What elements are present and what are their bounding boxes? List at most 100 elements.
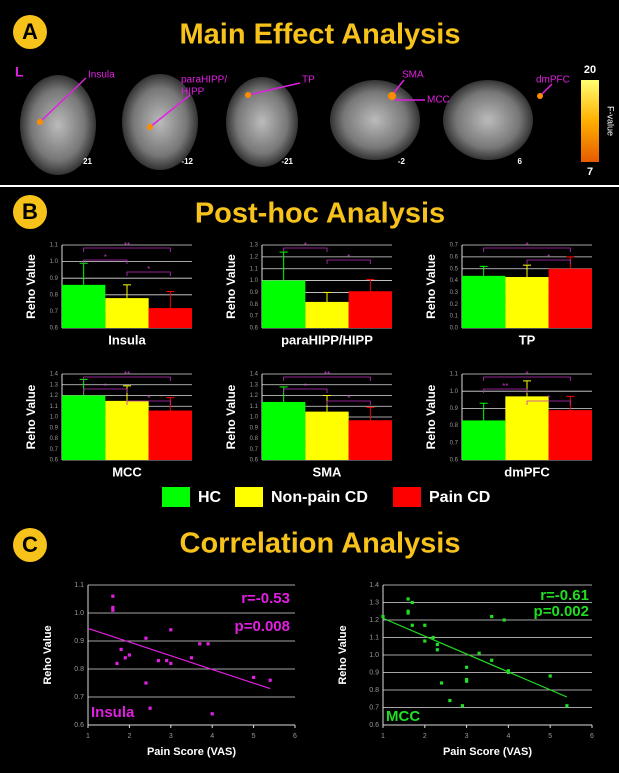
point (144, 681, 147, 684)
colorbar (581, 80, 599, 162)
x-tick-label: 5 (548, 733, 552, 740)
point (206, 642, 209, 645)
y-tick-label: 1.4 (369, 582, 379, 589)
y-tick-label: 0.8 (450, 423, 459, 429)
y-tick-label: 0.6 (50, 458, 59, 464)
y-tick-label: 0.6 (250, 458, 259, 464)
colorbar-min: 7 (587, 166, 593, 178)
y-tick-label: 0.4 (450, 278, 459, 284)
y-tick-label: 1.1 (450, 372, 459, 378)
bar (505, 396, 548, 460)
point (111, 606, 114, 609)
bar (149, 411, 192, 460)
point (157, 659, 160, 662)
annotation: MCC (386, 708, 420, 725)
annotation: p=0.008 (235, 618, 290, 635)
point (406, 597, 409, 600)
annotation: r=-0.53 (241, 590, 290, 607)
legend-swatch (235, 487, 263, 507)
fit-line (88, 628, 270, 688)
significance-label: * (147, 394, 150, 403)
y-tick-label: 0.9 (50, 276, 59, 282)
legend-label: HC (198, 489, 222, 506)
y-axis-label: Reho Value (24, 254, 38, 319)
panel-title: Main Effect Analysis (180, 19, 461, 51)
x-tick-label: 3 (169, 733, 173, 740)
y-tick-label: 1.0 (50, 259, 59, 265)
point (144, 637, 147, 640)
legend-label: Non-pain CD (271, 489, 368, 506)
significance-label: * (547, 394, 550, 403)
fit-line (383, 618, 567, 697)
point (465, 666, 468, 669)
y-tick-label: 1.0 (250, 278, 259, 284)
y-tick-label: 0.6 (450, 458, 459, 464)
y-tick-label: 1.1 (369, 634, 379, 641)
y-tick-label: 1.1 (50, 243, 59, 249)
y-tick-label: 1.3 (369, 599, 379, 606)
side-label: L (15, 64, 24, 80)
brain-image (443, 80, 533, 160)
y-tick-label: 0.3 (450, 290, 459, 296)
panel-title: Post-hoc Analysis (195, 198, 445, 230)
slice-number: -12 (181, 157, 193, 166)
y-axis-label: Reho Value (424, 384, 438, 449)
significance-label: * (147, 265, 150, 274)
x-tick-label: 4 (506, 733, 510, 740)
y-tick-label: 0.5 (450, 266, 459, 272)
x-tick-label: 4 (210, 733, 214, 740)
point (490, 615, 493, 618)
y-axis-label: Reho Value (24, 384, 38, 449)
y-tick-label: 0.1 (450, 314, 459, 320)
bar (505, 277, 548, 328)
point (111, 609, 114, 612)
point (448, 699, 451, 702)
y-tick-label: 0.7 (250, 447, 259, 453)
y-tick-label: 0.6 (369, 722, 379, 729)
y-tick-label: 0.6 (250, 326, 259, 332)
significance-label: * (347, 253, 350, 262)
x-tick-label: 5 (252, 733, 256, 740)
significance-label: * (104, 382, 107, 391)
figure: A Main Effect Analysis L Insula paraHIPP… (0, 0, 619, 773)
point (165, 659, 168, 662)
y-tick-label: 1.0 (50, 415, 59, 421)
point (381, 615, 384, 618)
slice-number: -21 (281, 157, 293, 166)
annotation: p=0.002 (534, 603, 589, 620)
bar (549, 269, 592, 328)
y-tick-label: 0.8 (74, 666, 84, 673)
point (211, 712, 214, 715)
x-axis-label: dmPFC (504, 464, 550, 479)
bar (305, 412, 348, 460)
y-tick-label: 1.2 (50, 393, 59, 399)
significance-label: * (304, 382, 307, 391)
point (478, 652, 481, 655)
slice-number: -2 (398, 157, 406, 166)
y-tick-label: 1.0 (450, 389, 459, 395)
y-tick-label: 1.1 (50, 404, 59, 410)
y-tick-label: 0.9 (450, 406, 459, 412)
legend-label: Pain CD (429, 489, 490, 506)
y-tick-label: 0.0 (450, 326, 459, 332)
y-tick-label: 1.2 (250, 254, 259, 260)
region-label: HIPP (181, 87, 205, 98)
x-axis-label: TP (519, 332, 536, 347)
significance-label: ** (324, 370, 330, 379)
legend-swatch (162, 487, 190, 507)
point (120, 648, 123, 651)
point (423, 624, 426, 627)
brain-image (226, 77, 298, 167)
bar (105, 298, 148, 328)
point (406, 611, 409, 614)
y-tick-label: 1.3 (250, 243, 259, 249)
y-tick-label: 1.1 (250, 404, 259, 410)
point (111, 595, 114, 598)
panel-letter: B (22, 199, 38, 224)
point (549, 674, 552, 677)
bar (105, 401, 148, 460)
y-tick-label: 1.1 (74, 582, 84, 589)
y-tick-label: 0.6 (450, 254, 459, 260)
x-tick-label: 3 (465, 733, 469, 740)
point (436, 648, 439, 651)
